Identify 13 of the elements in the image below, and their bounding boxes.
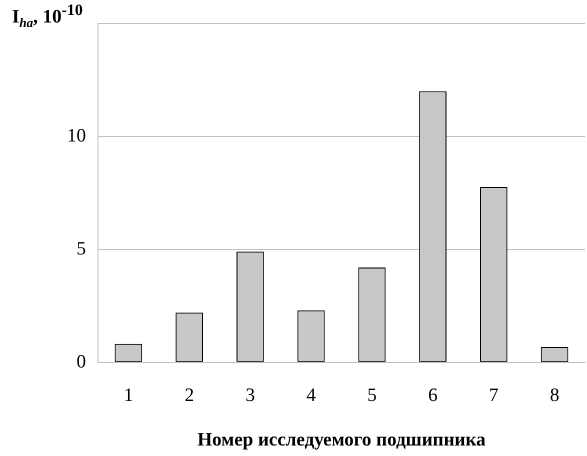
x-tick-label: 7	[488, 384, 498, 406]
y-axis-title: I$_{ha}$, 10$^{-10}$	[12, 2, 83, 32]
x-tick-label: 8	[550, 384, 560, 406]
y-tick-label: 10	[67, 125, 86, 146]
x-tick-label: 6	[428, 384, 438, 406]
x-tick-label: 2	[184, 384, 194, 406]
x-tick-label: 5	[367, 384, 377, 406]
x-tick-label: 1	[124, 384, 134, 406]
x-tick-label: 3	[245, 384, 255, 406]
x-axis-title: Номер исследуемого подшипника	[197, 430, 486, 451]
y-tick-label: 0	[76, 351, 86, 372]
x-tick-label: 4	[306, 384, 316, 406]
y-tick-label: 5	[76, 238, 86, 260]
